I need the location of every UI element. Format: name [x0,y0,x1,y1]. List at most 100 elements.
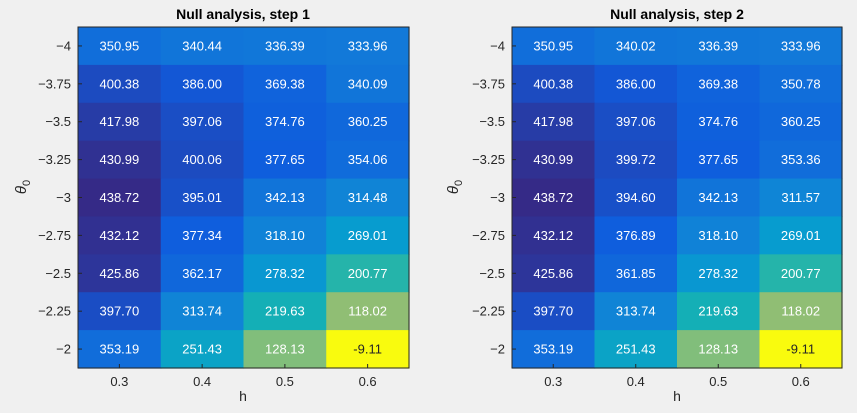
cell-value-label: 400.38 [533,76,573,91]
heatmap-cell [759,292,843,331]
y-tick-label: −4 [56,38,71,53]
cell-value-label: 369.38 [698,76,738,91]
cell-value-label: 340.09 [348,76,388,91]
heatmap-cell [78,330,162,369]
heatmap-cell [160,178,245,218]
heatmap-cell [677,216,761,255]
cell-value-label: 353.19 [99,342,139,357]
heatmap-cell [160,140,245,180]
cell-value-label: 417.98 [99,114,139,129]
y-tick-label: −3 [56,190,71,205]
y-axis-label-subscript: 0 [21,180,33,186]
cell-value-label: 340.02 [616,38,656,53]
cell-value-label: 438.72 [99,190,139,205]
heatmap-cell [243,140,327,180]
heatmap-cells: 350.95 340.44 336.39 333.96 400.38 386.00 369.… [78,27,410,369]
heatmap-cell [759,216,843,255]
heatmap-cell [160,27,245,66]
heatmap-cell [78,27,162,66]
cell-value-label: 269.01 [781,228,821,243]
x-tick-label: 0.4 [193,374,211,389]
cell-value-label: 278.32 [698,266,738,281]
heatmap-cell [594,102,678,142]
x-axis-label: h [239,388,247,404]
heatmap-cell [160,102,245,142]
heatmap-cell [243,178,327,218]
x-tick-labels: 0.3 0.4 0.5 0.6 [544,364,810,389]
cell-value-label: 318.10 [265,228,305,243]
heatmap-cell [243,330,327,369]
cell-value-label: 353.36 [781,152,821,167]
cell-value-label: 200.77 [348,266,388,281]
cell-value-label: 333.96 [781,38,821,53]
cell-value-label: 397.70 [533,304,573,319]
heatmap-cell [243,292,327,331]
x-tick-labels: 0.3 0.4 0.5 0.6 [110,364,377,389]
heatmap-cell [512,330,596,369]
heatmap-cell [326,102,410,142]
heatmap-cell [594,292,678,331]
heatmap-cell [512,64,596,104]
cell-value-label: 360.25 [781,114,821,129]
cell-value-label: 200.77 [781,266,821,281]
heatmap-cell [160,292,245,331]
cell-value-label: 386.00 [616,76,656,91]
cell-value-label: 128.13 [265,342,305,357]
cell-value-label: 361.85 [616,266,656,281]
heatmap-cell [160,254,245,293]
y-tick-label: −2 [56,342,71,357]
heatmap-cell [594,178,678,218]
x-tick-label: 0.6 [359,374,377,389]
heatmap-cell [677,27,761,66]
y-tick-label: −2.25 [38,304,71,319]
heatmap-cell [512,140,596,180]
cell-value-label: 333.96 [348,38,388,53]
cell-value-label: 219.63 [265,304,305,319]
heatmap-cell [677,102,761,142]
x-axis-label: h [673,388,681,404]
cell-value-label: 342.13 [265,190,305,205]
y-tick-label: −3.75 [38,76,71,91]
heatmap-cell [326,292,410,331]
heatmap-cell [512,27,596,66]
cell-value-label: 432.12 [99,228,139,243]
heatmap-cell [326,27,410,66]
cell-value-label: 395.01 [182,190,222,205]
y-tick-label: −2 [490,342,505,357]
heatmap-cell [160,330,245,369]
y-tick-label: −3 [490,190,505,205]
cell-value-label: 342.13 [698,190,738,205]
cell-value-label: 314.48 [348,190,388,205]
heatmap-cell [326,64,410,104]
heatmap-cell [677,330,761,369]
heatmap-cell [594,64,678,104]
heatmap-cell [512,178,596,218]
y-axis-label: θ0 [445,180,465,194]
heatmap-cell [594,27,678,66]
cell-value-label: 336.39 [698,38,738,53]
heatmap-cell [243,254,327,293]
heatmap-cell [594,216,678,255]
heatmap-cell [759,140,843,180]
heatmap-cell [243,64,327,104]
cell-value-label: 432.12 [533,228,573,243]
cell-value-label: -9.11 [353,342,382,357]
cell-value-label: 353.19 [533,342,573,357]
y-axis-label: θ0 [13,180,33,194]
cell-value-label: 377.65 [698,152,738,167]
x-tick-label: 0.4 [627,374,645,389]
cell-value-label: 251.43 [182,342,222,357]
y-tick-label: −2.25 [472,304,505,319]
cell-value-label: 118.02 [348,304,387,319]
heatmap-cell [759,27,843,66]
heatmap-cell [243,102,327,142]
y-tick-label: −4 [490,38,505,53]
y-tick-label: −2.5 [479,266,505,281]
heatmap-cell [326,140,410,180]
heatmap-cell [78,292,162,331]
cell-value-label: 350.78 [781,76,821,91]
heatmap-cell [759,102,843,142]
y-tick-labels: −4 −3.75 −3.5 −3.25 −3 −2.75 −2.5 −2.25 −2 [38,38,82,357]
heatmap-cell [594,140,678,180]
